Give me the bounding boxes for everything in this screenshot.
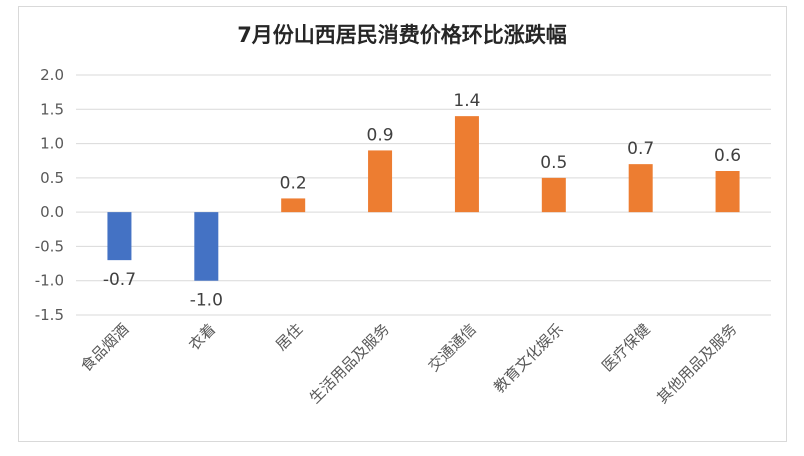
x-tick-label: 教育文化娱乐 <box>490 320 566 396</box>
x-axis-ticks: 食品烟酒 衣着 居住 生活用品及服务 交通通信 教育文化娱乐 医疗保健 其他用品及服务 <box>77 320 740 407</box>
data-label: 0.9 <box>367 125 394 145</box>
bar <box>194 212 219 281</box>
data-label: -1.0 <box>190 291 223 311</box>
y-tick-label: 0.0 <box>40 203 64 221</box>
grid-lines <box>76 74 771 316</box>
bars <box>107 116 740 281</box>
chart-frame <box>18 6 787 442</box>
bar <box>454 116 479 213</box>
data-label: 1.4 <box>453 91 480 111</box>
y-tick-label: 1.0 <box>40 135 64 153</box>
x-tick-label: 其他用品及服务 <box>653 320 740 407</box>
data-label: -0.7 <box>103 270 136 290</box>
y-tick-label: -1.5 <box>35 306 64 324</box>
data-label: 0.5 <box>540 153 567 173</box>
x-tick-label: 居住 <box>272 320 306 354</box>
data-label: 0.2 <box>280 173 307 193</box>
y-tick-label: -0.5 <box>35 237 64 255</box>
x-tick-label: 食品烟酒 <box>77 320 132 375</box>
x-tick-label: 生活用品及服务 <box>306 320 393 407</box>
bar <box>107 212 132 261</box>
y-axis-ticks: 2.0 1.5 1.0 0.5 0.0 -0.5 -1.0 -1.5 <box>35 66 64 324</box>
bar <box>628 164 653 213</box>
data-label: 0.6 <box>714 146 741 166</box>
bar <box>541 177 566 213</box>
x-tick-label: 交通通信 <box>425 320 480 375</box>
data-labels: -0.7 -1.0 0.2 0.9 1.4 0.5 0.7 0.6 <box>103 91 741 311</box>
y-tick-label: 0.5 <box>40 169 64 187</box>
y-tick-label: 1.5 <box>40 100 64 118</box>
y-tick-label: -1.0 <box>35 272 64 290</box>
data-label: 0.7 <box>627 139 654 159</box>
bar <box>715 171 740 213</box>
bar <box>281 198 306 213</box>
x-tick-label: 医疗保健 <box>598 320 653 375</box>
chart-title: 7月份山西居民消费价格环比涨跌幅 <box>237 23 567 47</box>
x-tick-label: 衣着 <box>185 320 219 354</box>
y-tick-label: 2.0 <box>40 66 64 84</box>
bar <box>368 150 393 213</box>
